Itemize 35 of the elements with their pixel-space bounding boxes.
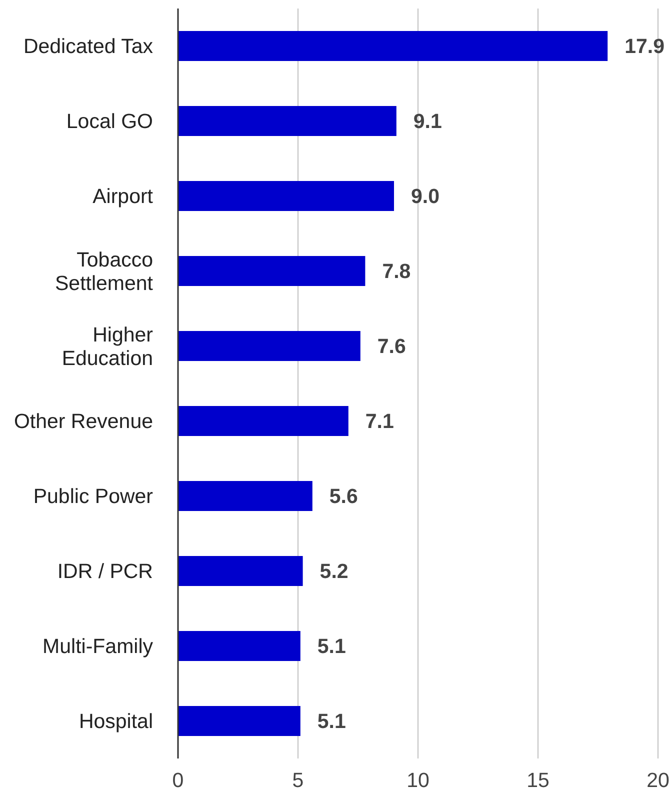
bar: [178, 706, 300, 736]
y-tick-label: Hospital: [78, 710, 153, 734]
data-label: 5.2: [320, 560, 348, 584]
data-label: 5.6: [329, 485, 358, 508]
data-label: 7.6: [377, 335, 406, 358]
bar: [178, 331, 360, 361]
x-tick-label: 20: [646, 769, 669, 792]
y-tick-label: Local GO: [66, 110, 153, 134]
data-label: 9.1: [413, 110, 442, 134]
y-tick-label: Higher Education: [62, 323, 154, 370]
bar: [178, 406, 348, 436]
y-tick-label: Airport: [92, 185, 154, 208]
y-tick-label: Public Power: [33, 485, 154, 508]
y-tick-label: Other Revenue: [14, 410, 153, 434]
bar: [178, 631, 300, 661]
bar: [178, 556, 303, 586]
data-label: 5.1: [317, 710, 346, 734]
bar: [178, 481, 312, 511]
data-label: 17.9: [624, 35, 665, 58]
bar: [178, 31, 608, 61]
data-label: 5.1: [317, 635, 346, 658]
y-tick-label: Dedicated Tax: [23, 35, 154, 58]
bar: [178, 181, 394, 211]
y-tick-label: IDR / PCR: [57, 560, 153, 584]
bar: [178, 256, 366, 286]
y-tick-label: Multi-Family: [42, 635, 154, 658]
data-label: 9.0: [411, 185, 440, 208]
data-label: 7.1: [365, 410, 394, 434]
bar: [178, 106, 396, 136]
y-tick-label: Tobacco Settlement: [55, 248, 154, 295]
x-tick-label: 15: [526, 769, 550, 792]
x-tick-label: 5: [292, 769, 304, 792]
x-tick-label: 10: [406, 769, 430, 792]
x-tick-label: 0: [172, 769, 184, 792]
data-label: 7.8: [382, 260, 411, 284]
